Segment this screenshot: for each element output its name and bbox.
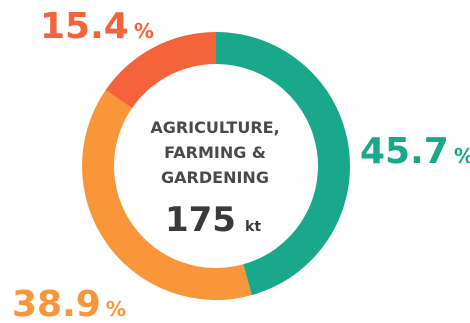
- slice-label-1-value: 38.9: [12, 284, 101, 323]
- donut-slice-2: [105, 32, 216, 109]
- center-title-line-2: FARMING &: [164, 143, 266, 162]
- slice-label-0: 45.7 %: [360, 131, 470, 172]
- donut-slice-0: [216, 32, 350, 296]
- slice-label-0-value: 45.7: [360, 131, 449, 172]
- slice-label-1: 38.9 %: [12, 284, 126, 323]
- slice-label-0-suffix: %: [454, 144, 470, 168]
- slice-label-2: 15.4 %: [40, 6, 154, 47]
- slice-label-2-value: 15.4: [40, 6, 129, 47]
- donut-slices: [82, 32, 350, 300]
- center-title-line-1: AGRICULTURE,: [150, 118, 279, 137]
- center-total: 175 kt: [165, 200, 261, 240]
- center-total-unit: kt: [245, 219, 261, 235]
- donut-center-label: AGRICULTURE, FARMING & GARDENING 175 kt: [150, 118, 279, 240]
- slice-label-1-suffix: %: [106, 297, 126, 321]
- slice-label-2-suffix: %: [134, 19, 154, 43]
- slice-labels: 45.7 % 38.9 % 15.4 %: [12, 6, 470, 323]
- center-title-line-3: GARDENING: [161, 168, 269, 187]
- donut-slice-1: [82, 89, 252, 300]
- center-total-value: 175: [165, 200, 236, 240]
